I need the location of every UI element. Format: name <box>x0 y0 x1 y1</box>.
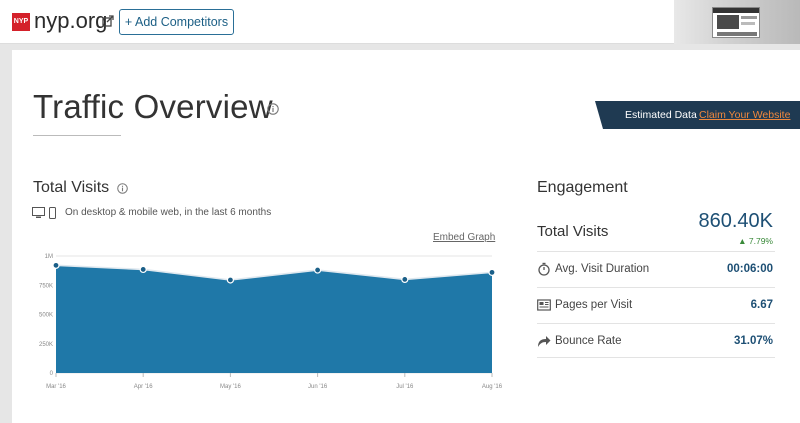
bounce-arrow-icon <box>538 336 551 347</box>
metric-value: 6.67 <box>750 299 773 311</box>
estimated-data-label: Estimated Data <box>625 109 697 121</box>
data-point[interactable] <box>488 268 496 276</box>
x-tick-label: May '16 <box>220 384 241 390</box>
engagement-row-bounce: Bounce Rate 31.07% <box>537 324 775 358</box>
data-point[interactable] <box>52 261 60 269</box>
total-visits-chart: 0 250K 500K 750K 1M Mar '16 Apr '16 May '16 Jun … <box>39 254 502 390</box>
claim-website-link[interactable]: Claim Your Website <box>699 109 791 121</box>
x-tick-label: Jul '16 <box>396 384 414 390</box>
top-bar: NYP nyp.org + Add Competitors <box>0 0 800 44</box>
data-point[interactable] <box>139 265 147 274</box>
x-tick-label: Jun '16 <box>308 384 328 390</box>
x-tick-label: Apr '16 <box>134 384 153 390</box>
metric-label: Bounce Rate <box>555 335 622 347</box>
total-visits-title: Total Visits <box>33 179 110 196</box>
site-thumbnail[interactable] <box>712 7 760 38</box>
visits-area <box>56 265 492 373</box>
up-arrow-icon: ▲ <box>738 236 747 246</box>
main-panel: Traffic Overview Estimated Data Claim Yo… <box>12 50 800 423</box>
pages-icon <box>537 299 551 311</box>
add-competitors-button[interactable]: + Add Competitors <box>119 9 234 35</box>
title-underline <box>33 135 121 136</box>
y-tick-label: 0 <box>50 371 54 377</box>
x-tick-label: Aug '16 <box>482 384 502 390</box>
stopwatch-icon <box>538 262 550 276</box>
engagement-total-visits-row: Total Visits 860.40K ▲ 7.79% <box>537 205 775 252</box>
metric-label: Avg. Visit Duration <box>555 263 650 275</box>
metric-value: 00:06:00 <box>726 263 773 275</box>
engagement-row-pages: Pages per Visit 6.67 <box>537 288 775 324</box>
visits-line <box>55 264 493 281</box>
data-point[interactable] <box>401 275 409 283</box>
embed-graph-link[interactable]: Embed Graph <box>433 232 496 243</box>
metric-label: Pages per Visit <box>555 299 633 311</box>
site-favicon: NYP <box>12 13 30 31</box>
data-point[interactable] <box>314 266 322 274</box>
engagement-row-duration: Avg. Visit Duration 00:06:00 <box>537 252 775 288</box>
info-icon[interactable] <box>267 103 279 115</box>
y-tick-label: 250K <box>39 342 53 348</box>
total-visits-label: Total Visits <box>537 223 609 240</box>
info-icon[interactable] <box>117 183 128 194</box>
data-point[interactable] <box>226 276 234 284</box>
desktop-mobile-icon <box>32 207 56 219</box>
external-link-icon[interactable] <box>102 15 114 27</box>
visits-change-value: 7.79% <box>748 236 773 246</box>
site-name[interactable]: nyp.org <box>34 8 108 33</box>
metric-value: 31.07% <box>733 335 773 347</box>
page-title: Traffic Overview <box>33 88 273 125</box>
total-visits-value: 860.40K <box>698 210 773 232</box>
x-tick-label: Mar '16 <box>46 384 66 390</box>
visits-change: ▲ 7.79% <box>738 236 773 246</box>
site-thumbnail-area <box>674 0 800 44</box>
estimated-data-banner: Estimated Data Claim Your Website <box>595 101 800 129</box>
y-tick-label: 750K <box>39 283 53 289</box>
y-tick-label: 1M <box>45 254 53 260</box>
device-description: On desktop & mobile web, in the last 6 m… <box>65 207 272 218</box>
y-tick-label: 500K <box>39 313 53 319</box>
engagement-title: Engagement <box>537 179 628 196</box>
